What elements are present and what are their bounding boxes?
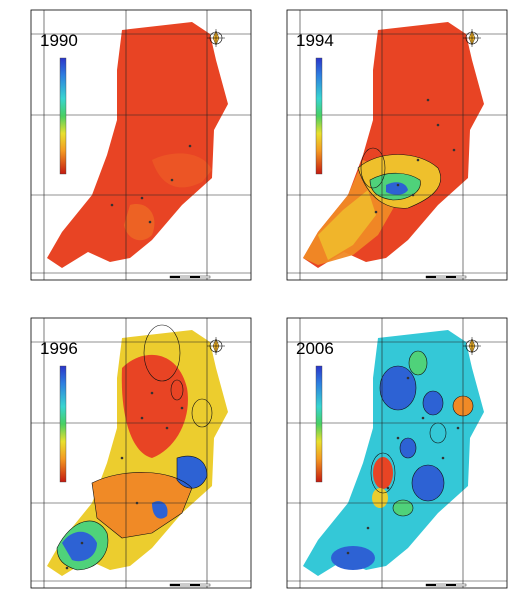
north-arrow-icon [463, 29, 481, 47]
year-label: 1994 [296, 31, 334, 50]
map-2006: 2006 [286, 317, 508, 589]
north-arrow-icon [207, 337, 225, 355]
year-label: 1996 [40, 339, 78, 358]
colorbar [315, 365, 323, 483]
colorbar [59, 57, 67, 175]
north-arrow-icon [463, 337, 481, 355]
year-label: 1990 [40, 31, 78, 50]
colorbar [59, 365, 67, 483]
scale-bar [425, 583, 467, 587]
colorbar [315, 57, 323, 175]
map-frame [30, 9, 252, 281]
map-1994: 1994 [286, 9, 508, 281]
north-arrow-icon [207, 29, 225, 47]
scale-bar [169, 275, 211, 279]
year-label: 2006 [296, 339, 334, 358]
map-1996: 1996 [30, 317, 252, 589]
scale-bar [425, 275, 467, 279]
field-area [47, 22, 228, 268]
scale-bar [169, 583, 211, 587]
map-panel-1990: 1990 [2, 0, 256, 298]
map-panel-1994: 1994 [258, 0, 512, 298]
map-panel-2006: 2006 [258, 308, 512, 606]
map-panel-1996: 1996 [2, 308, 256, 606]
map-1990: 1990 [30, 9, 252, 281]
grid-lines [31, 10, 251, 280]
field-area [303, 330, 484, 576]
